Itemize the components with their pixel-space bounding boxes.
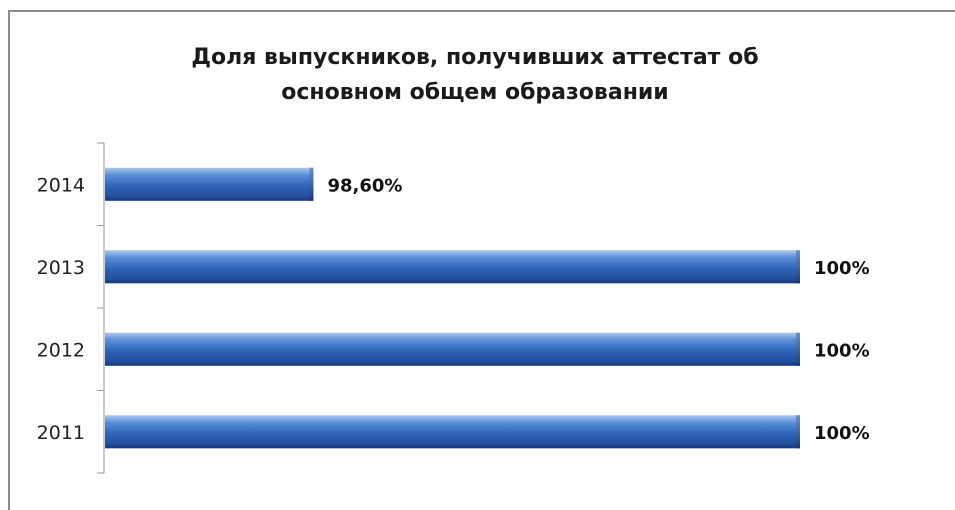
y-tick-label-2012: 2012: [37, 339, 85, 361]
y-tick-label-2014: 2014: [37, 174, 85, 196]
bar-end-cap-2011: [796, 415, 800, 449]
bar-2011: [105, 415, 800, 449]
bar-end-cap-2012: [796, 332, 800, 366]
bar-2013: [105, 250, 800, 284]
bar-chart: 2014 98,60% 2013 100% 2012 100% 2011 100%: [37, 142, 870, 474]
bar-bottom-edge-2011: [105, 445, 800, 449]
bar-end-cap-2014: [309, 167, 314, 201]
bar-bottom-edge-2012: [105, 362, 800, 366]
y-tick-label-2011: 2011: [37, 422, 85, 444]
y-tick-label-2013: 2013: [37, 257, 85, 279]
chart-frame: [8, 10, 955, 510]
data-label-2012: 100%: [814, 340, 870, 361]
bar-end-cap-2013: [796, 250, 800, 284]
y-axis: [97, 142, 105, 474]
data-label-2014: 98,60%: [328, 175, 403, 196]
bar-bottom-edge-2014: [105, 197, 314, 201]
data-label-2011: 100%: [814, 423, 870, 444]
chart-title-line-1: Доля выпускников, получивших аттестат об: [191, 45, 759, 70]
bar-2012: [105, 332, 800, 366]
bar-2014: [105, 167, 314, 201]
bars: [105, 167, 800, 449]
bar-bottom-edge-2013: [105, 280, 800, 284]
chart-title-line-2: основном общем образовании: [281, 80, 669, 105]
labels: 2014 98,60% 2013 100% 2012 100% 2011 100%: [37, 174, 870, 444]
chart-title: Доля выпускников, получивших аттестат об…: [90, 40, 860, 110]
data-label-2013: 100%: [814, 258, 870, 279]
